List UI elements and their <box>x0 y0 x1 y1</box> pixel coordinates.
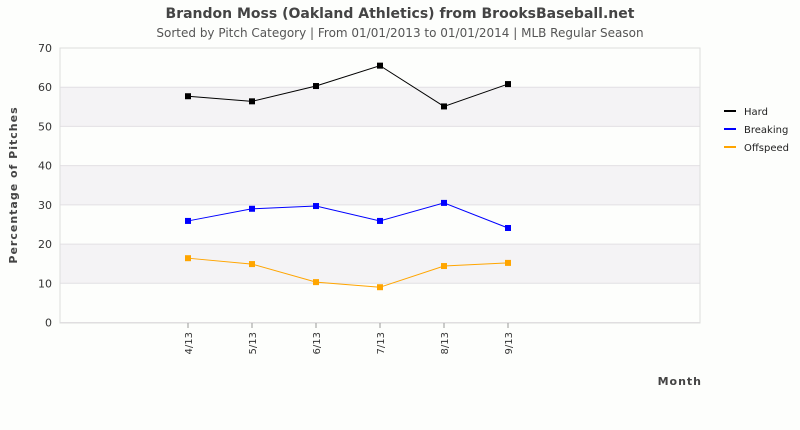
data-point <box>249 98 255 105</box>
data-point <box>505 259 511 266</box>
data-point <box>185 217 191 224</box>
y-tick-label: 30 <box>38 199 52 212</box>
x-tick-label: 5/13 <box>248 332 259 354</box>
legend-label: Offspeed <box>744 143 789 154</box>
data-point <box>505 224 511 231</box>
data-point <box>377 217 383 224</box>
y-axis-label: Percentage of Pitches <box>7 106 20 263</box>
chart-subtitle: Sorted by Pitch Category | From 01/01/20… <box>156 26 643 40</box>
series-line-hard <box>187 65 509 107</box>
data-point <box>185 93 191 100</box>
y-tick-label: 60 <box>38 81 52 94</box>
x-tick-label: 7/13 <box>376 332 387 354</box>
data-point <box>377 284 383 291</box>
series-line-breaking <box>187 202 509 229</box>
y-tick-label: 0 <box>45 317 52 330</box>
y-tick-label: 50 <box>38 120 52 133</box>
data-point <box>249 261 255 268</box>
data-point <box>313 203 319 210</box>
x-tick-label: 4/13 <box>184 332 195 354</box>
data-point <box>441 263 447 270</box>
legend-label: Breaking <box>744 125 788 136</box>
x-tick-label: 6/13 <box>312 332 323 354</box>
x-tick-label: 8/13 <box>440 332 451 354</box>
data-point <box>249 205 255 212</box>
data-point <box>441 103 447 110</box>
grid-band <box>60 244 700 284</box>
data-point <box>441 199 447 206</box>
y-tick-label: 20 <box>38 238 52 251</box>
data-point <box>377 62 383 69</box>
y-tick-label: 70 <box>38 42 52 55</box>
x-axis-label: Month <box>658 375 702 388</box>
y-tick-label: 10 <box>38 277 52 290</box>
data-point <box>313 279 319 286</box>
data-point <box>505 81 511 88</box>
legend-label: Hard <box>744 107 768 118</box>
y-tick-label: 40 <box>38 160 52 173</box>
series-line-offspeed <box>187 257 509 288</box>
grid-band <box>60 165 700 205</box>
chart-title: Brandon Moss (Oakland Athletics) from Br… <box>166 6 635 22</box>
data-point <box>313 83 319 90</box>
data-point <box>185 255 191 262</box>
x-tick-label: 9/13 <box>504 332 515 354</box>
grid-band <box>60 87 700 127</box>
